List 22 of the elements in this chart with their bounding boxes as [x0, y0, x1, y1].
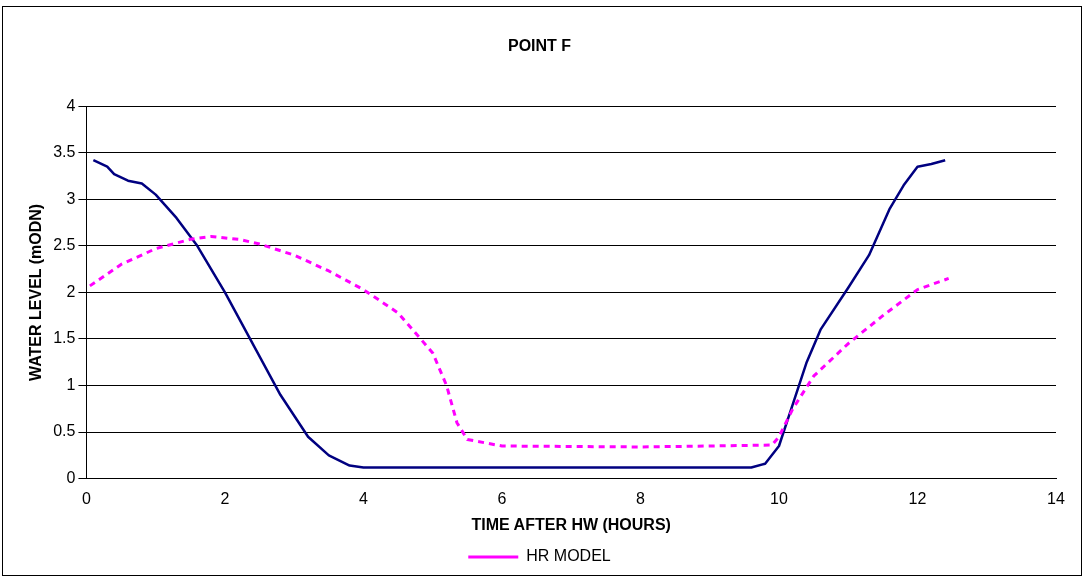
x-tick-label: 8 — [636, 489, 646, 507]
x-tick-label: 12 — [908, 489, 927, 507]
x-tick-label: 2 — [220, 489, 230, 507]
legend-label: HR MODEL — [526, 547, 611, 565]
y-tick-label: 0 — [66, 469, 76, 487]
y-tick-label: 0.5 — [53, 422, 76, 440]
y-tick-label: 1 — [66, 375, 76, 393]
y-tick-label: 1.5 — [53, 329, 76, 347]
y-tick-label: 2.5 — [53, 236, 76, 254]
x-tick-label: 4 — [359, 489, 369, 507]
y-axis-title: WATER LEVEL (mODN) — [27, 203, 45, 381]
x-tick-label: 0 — [81, 489, 91, 507]
line-series — [88, 235, 951, 449]
y-tick-label: 2 — [66, 282, 76, 300]
y-tick-label: 3.5 — [53, 143, 76, 161]
x-axis-title: TIME AFTER HW (HOURS) — [471, 515, 671, 533]
chart-title: POINT F — [507, 37, 572, 55]
x-tick-label: 6 — [497, 489, 507, 507]
y-tick-label: 3 — [66, 189, 76, 207]
x-tick-label: 10 — [770, 489, 788, 507]
x-tick-label: 14 — [1047, 489, 1065, 507]
y-tick-label: 4 — [66, 96, 76, 114]
